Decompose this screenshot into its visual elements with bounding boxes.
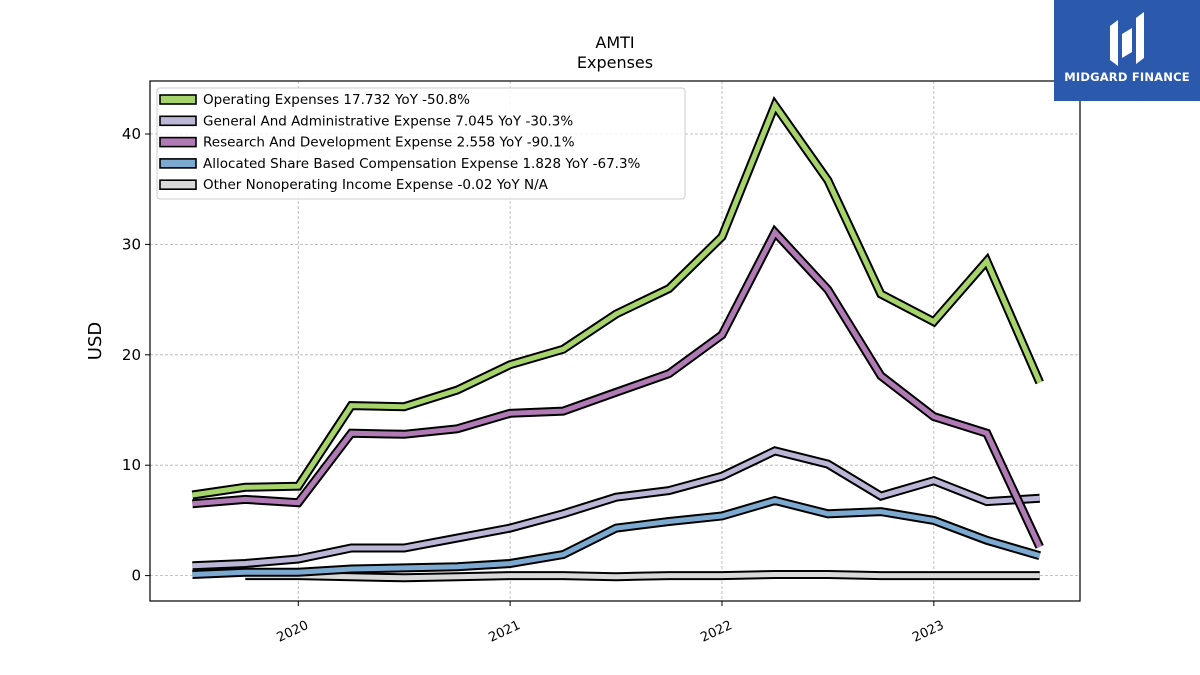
legend-entry: Operating Expenses 17.732 YoY -50.8% xyxy=(203,92,470,108)
series-general-and-administrative-expense xyxy=(192,446,1040,571)
series-line xyxy=(192,100,1042,498)
x-tick-label: 2020 xyxy=(275,618,311,646)
legend-swatch xyxy=(159,158,197,169)
legend-swatch xyxy=(159,94,197,105)
series-line xyxy=(192,448,1040,569)
series-line xyxy=(245,572,1040,581)
legend-entry: Other Nonoperating Income Expense -0.02 … xyxy=(203,177,549,193)
legend-entry: Allocated Share Based Compensation Expen… xyxy=(203,156,641,172)
y-tick-label: 30 xyxy=(122,235,141,253)
chart-title: AMTI xyxy=(595,33,634,52)
midgard-finance-logo: MIDGARD FINANCE xyxy=(1054,0,1200,101)
legend-entry: General And Administrative Expense 7.045… xyxy=(203,113,573,129)
legend-swatch xyxy=(159,179,197,190)
series-line-outline xyxy=(192,495,1041,579)
y-tick-label: 10 xyxy=(122,456,141,474)
y-tick-label: 20 xyxy=(122,346,141,364)
legend-swatch xyxy=(159,136,197,148)
legend-entry: Research And Development Expense 2.558 Y… xyxy=(203,135,575,151)
series-line xyxy=(192,227,1042,548)
legend: Operating Expenses 17.732 YoY -50.8% Gene… xyxy=(156,87,686,200)
series-lines xyxy=(191,95,1044,583)
x-tick-label: 2022 xyxy=(698,618,734,646)
plot-frame xyxy=(149,80,1081,602)
legend-swatch xyxy=(159,115,197,127)
logo-text: MIDGARD FINANCE xyxy=(1064,70,1190,84)
series-line xyxy=(192,497,1041,577)
series-research-and-development-expense xyxy=(192,224,1044,549)
chart-subtitle: Expenses xyxy=(577,53,653,72)
y-tick-label: 0 xyxy=(131,567,141,585)
y-tick-label: 40 xyxy=(122,125,141,143)
series-other-nonoperating-income-expense xyxy=(245,570,1040,583)
legend-box xyxy=(156,87,686,200)
series-allocated-share-based-compensation-expense xyxy=(192,495,1041,579)
x-tick-label: 2021 xyxy=(486,618,522,646)
series-operating-expenses xyxy=(191,95,1044,500)
x-tick-label: 2023 xyxy=(910,618,946,646)
logo-mark-icon xyxy=(1110,12,1144,66)
y-axis-label: USD xyxy=(85,322,106,360)
